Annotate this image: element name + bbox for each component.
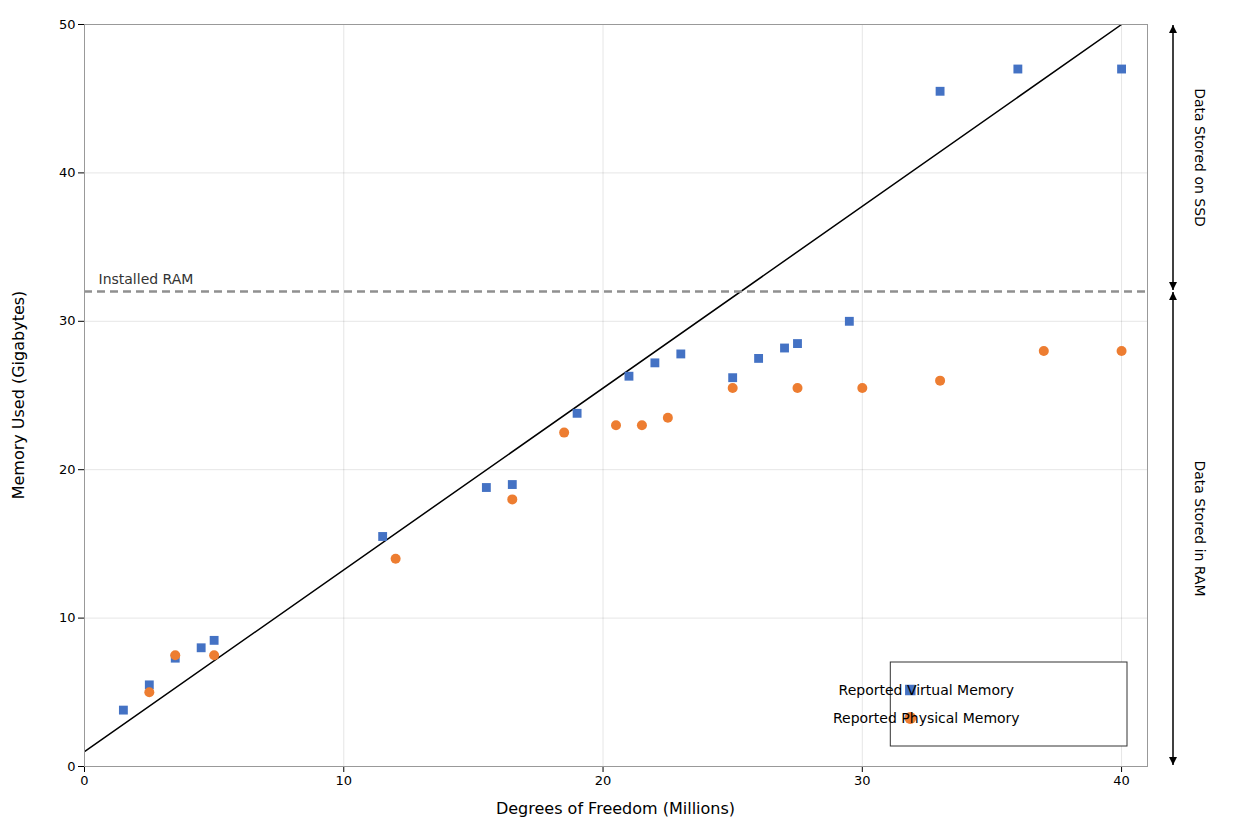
- svg-text:0: 0: [80, 773, 88, 788]
- svg-text:Data Stored in RAM: Data Stored in RAM: [1192, 460, 1208, 596]
- svg-text:30: 30: [854, 773, 871, 788]
- svg-text:0: 0: [67, 759, 75, 774]
- svg-text:50: 50: [59, 17, 76, 32]
- svg-text:40: 40: [1113, 773, 1130, 788]
- svg-text:20: 20: [59, 462, 76, 477]
- svg-text:10: 10: [59, 610, 76, 625]
- svg-text:30: 30: [59, 313, 76, 328]
- svg-text:10: 10: [335, 773, 352, 788]
- svg-text:20: 20: [595, 773, 612, 788]
- svg-text:Degrees of Freedom (Millions): Degrees of Freedom (Millions): [496, 799, 735, 818]
- svg-text:Reported Physical Memory: Reported Physical Memory: [833, 710, 1020, 726]
- svg-text:Reported Virtual Memory: Reported Virtual Memory: [839, 682, 1015, 698]
- svg-text:Data Stored on SSD: Data Stored on SSD: [1192, 88, 1208, 227]
- svg-text:Installed RAM: Installed RAM: [99, 271, 194, 287]
- svg-text:Memory Used (Gigabytes): Memory Used (Gigabytes): [9, 291, 28, 500]
- svg-text:40: 40: [59, 165, 76, 180]
